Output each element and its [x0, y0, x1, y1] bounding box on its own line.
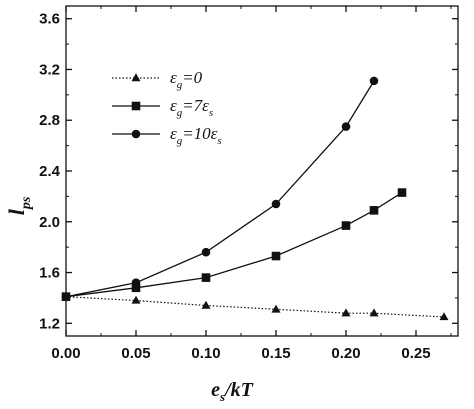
x-axis-title-main: e [211, 379, 220, 401]
legend-symbol: ε [170, 68, 177, 87]
legend-value: =7ε [182, 96, 209, 115]
x-tick-label: 0.25 [401, 345, 430, 362]
y-axis-title: lps [4, 196, 34, 215]
legend-marker-square [131, 101, 141, 111]
x-tick-label: 0.00 [51, 345, 80, 362]
x-tick-label: 0.05 [121, 345, 150, 362]
legend-value: =0 [182, 68, 202, 87]
y-tick-label: 3.6 [39, 11, 60, 28]
legend-value: =10ε [182, 124, 217, 143]
x-axis-title-sub: s [219, 389, 225, 404]
legend-symbol-sub: g [177, 107, 183, 119]
series-line-triangle [65, 296, 445, 318]
data-point-square [201, 273, 211, 282]
y-tick-label: 2.4 [39, 163, 61, 180]
data-point-square [369, 206, 379, 215]
x-tick-label: 0.15 [261, 345, 290, 362]
legend-label-circle: εg=10εs [170, 124, 222, 147]
x-axis-title: es/kT [211, 379, 254, 404]
data-point-circle [341, 122, 351, 131]
data-point-square [271, 251, 281, 261]
data-point-triangle [201, 300, 211, 309]
legend-label-square: εg=7εs [170, 96, 213, 119]
data-point-square [397, 188, 407, 197]
legend-symbol: ε [170, 96, 177, 115]
y-tick-label: 1.6 [39, 265, 60, 282]
data-point-square [131, 283, 141, 293]
y-tick-label: 2.8 [39, 112, 60, 129]
series-line-square [65, 192, 403, 298]
data-point-circle [369, 76, 379, 86]
legend-marker-circle [131, 129, 141, 139]
data-point-circle [61, 292, 71, 301]
legend-symbol: ε [170, 124, 177, 143]
y-axis-title-sub: ps [19, 196, 34, 210]
series-markers [61, 76, 449, 321]
data-point-triangle [271, 304, 281, 313]
legend-value-sub: s [217, 135, 221, 147]
series-line-circle [65, 80, 375, 298]
legend-marker-triangle [131, 73, 141, 82]
tick-labels: 0.00 0.05 0.10 0.15 0.20 0.25 1.2 1.6 2.0 2.4 2.8 3… [39, 11, 430, 362]
data-point-triangle [341, 308, 351, 317]
y-tick-label: 1.2 [39, 315, 60, 332]
data-point-triangle [439, 312, 449, 321]
plot-frame [65, 5, 459, 337]
legend-symbol-sub: g [177, 135, 183, 147]
x-axis-title-tail: /kT [223, 379, 254, 401]
y-tick-label: 3.2 [39, 61, 60, 78]
x-tick-label: 0.10 [191, 345, 220, 362]
y-axis-title-main: l [4, 208, 29, 215]
data-point-circle [131, 278, 141, 287]
y-tick-label: 2.0 [39, 214, 60, 231]
data-point-triangle [369, 308, 379, 317]
axis-ticks [65, 6, 458, 336]
data-point-square [341, 221, 351, 230]
legend-value-sub: s [209, 107, 213, 119]
legend-label-triangle: εg=0 [170, 68, 203, 91]
series-lines [65, 80, 445, 318]
data-point-triangle [131, 295, 141, 304]
data-point-circle [201, 247, 211, 257]
x-tick-label: 0.20 [331, 345, 360, 362]
data-point-circle [271, 199, 281, 209]
plot-border [65, 5, 459, 337]
legend-symbol-sub: g [177, 79, 183, 91]
